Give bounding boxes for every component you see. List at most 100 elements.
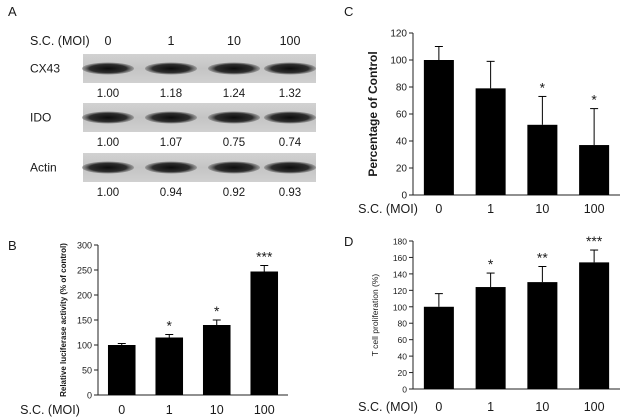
blot-band [208,161,260,174]
significance-marker: ** [537,249,548,265]
y-axis-title: Percentage of Control [366,51,380,176]
panel-a-label: A [8,4,17,19]
bar [527,124,558,195]
y-tick-label: 100 [393,302,407,312]
y-tick-label: 200 [77,291,92,301]
y-tick-label: 160 [393,253,407,263]
bar [107,345,136,395]
panel-a-western-blot: S.C. (MOI) 0 1 10 100 CX43 1.00 1.18 1.24 1.32 I… [30,34,316,199]
significance-marker: *** [586,233,603,249]
blot-name: Actin [30,161,57,175]
panel-c-label: C [344,4,353,19]
y-axis-title: Relative luciferase activity (% of contr… [59,243,68,397]
bar [579,145,610,195]
bar [475,287,506,389]
panel-d-label: D [344,234,353,249]
significance-marker: *** [256,249,273,265]
blot-rows: CX43 1.00 1.18 1.24 1.32 IDO 1.00 1.07 0.75 0.74 A… [30,54,316,199]
x-axis-title: S.C. (MOI) [358,202,418,216]
x-category-label: 100 [584,202,605,216]
blot-row-cx43: CX43 1.00 1.18 1.24 1.32 [30,54,316,100]
blot-band [82,161,134,174]
bar [250,271,279,395]
x-category-label: 10 [535,400,549,414]
blot-lane-label: 0 [105,34,112,48]
y-tick-label: 80 [396,83,408,94]
y-tick-label: 120 [393,286,407,296]
x-category-label: 1 [487,400,494,414]
y-tick-label: 0 [87,391,92,401]
blot-band [82,62,134,75]
blot-quant-value: 1.32 [279,88,301,100]
y-tick-label: 250 [77,266,92,276]
bar [475,88,506,195]
blot-lane-label: 10 [227,34,241,48]
blot-band [145,62,197,75]
blot-band [264,62,316,75]
blot-band [145,161,197,174]
chart-d-t-cell-proliferation: 0 20 40 60 80 100 120 140 160 180 0 * 1 ** 10 *** 100 S.C… [358,233,620,414]
x-category-label: 1 [166,403,173,417]
y-tick-label: 50 [82,366,92,376]
x-category-label: 10 [535,202,549,216]
blot-band [264,161,316,174]
y-tick-label: 0 [401,191,407,202]
y-tick-label: 60 [398,335,408,345]
blot-name: IDO [30,111,51,125]
blot-quant-value: 0.92 [223,187,245,199]
bar [527,282,558,389]
y-tick-label: 150 [77,316,92,326]
panel-b-label: B [8,238,17,253]
blot-quant-value: 1.00 [97,88,119,100]
blot-quant-value: 1.00 [97,137,119,149]
blot-band [208,62,260,75]
x-category-label: 0 [435,400,442,414]
significance-marker: * [540,79,546,95]
y-axis-title: T cell proliferation (%) [370,274,380,357]
bar [155,337,184,395]
bar [423,60,454,195]
blot-lane-label: 100 [280,34,301,48]
y-tick-label: 140 [393,269,407,279]
y-tick-label: 120 [390,29,407,40]
blot-lane-label: 1 [168,34,175,48]
blot-name: CX43 [30,62,60,76]
blot-row-ido: IDO 1.00 1.07 0.75 0.74 [30,103,316,149]
x-category-label: 0 [118,403,125,417]
blot-band [145,111,197,124]
blot-band [82,111,134,124]
y-tick-label: 80 [398,319,408,329]
blot-band [208,111,260,124]
y-tick-label: 40 [398,352,408,362]
blot-quant-value: 1.07 [160,137,182,149]
x-category-label: 0 [435,202,442,216]
bar [579,262,610,389]
y-tick-label: 180 [393,237,407,247]
blot-row-actin: Actin 1.00 0.94 0.92 0.93 [30,153,316,199]
x-category-label: 100 [584,400,605,414]
x-category-label: 100 [254,403,275,417]
y-tick-label: 60 [396,110,408,121]
blot-quant-value: 0.75 [223,137,245,149]
x-category-label: 1 [487,202,494,216]
blot-quant-value: 1.24 [223,88,246,100]
blot-quant-value: 0.94 [160,187,183,199]
x-axis-title: S.C. (MOI) [20,403,80,417]
y-tick-label: 100 [77,341,92,351]
significance-marker: * [488,256,494,272]
chart-c-percentage-of-control: 0 20 40 60 80 100 120 0 1 * 10 * 100 S.C. (MOI) Percen… [358,29,620,216]
bar [202,325,231,395]
y-tick-label: 20 [398,368,408,378]
significance-marker: * [591,92,597,108]
blot-band [264,111,316,124]
y-tick-label: 40 [396,137,408,148]
y-tick-label: 300 [77,241,92,251]
significance-marker: * [167,318,173,334]
y-tick-label: 100 [390,56,407,67]
bar [423,306,454,389]
blot-quant-value: 0.74 [279,137,302,149]
y-tick-label: 20 [396,164,408,175]
x-category-label: 10 [210,403,224,417]
chart-b-luciferase: 0 50 100 150 200 250 300 0 * 1 * 10 *** 100 S.C. (MOI)… [20,241,288,417]
y-tick-label: 0 [402,385,407,395]
